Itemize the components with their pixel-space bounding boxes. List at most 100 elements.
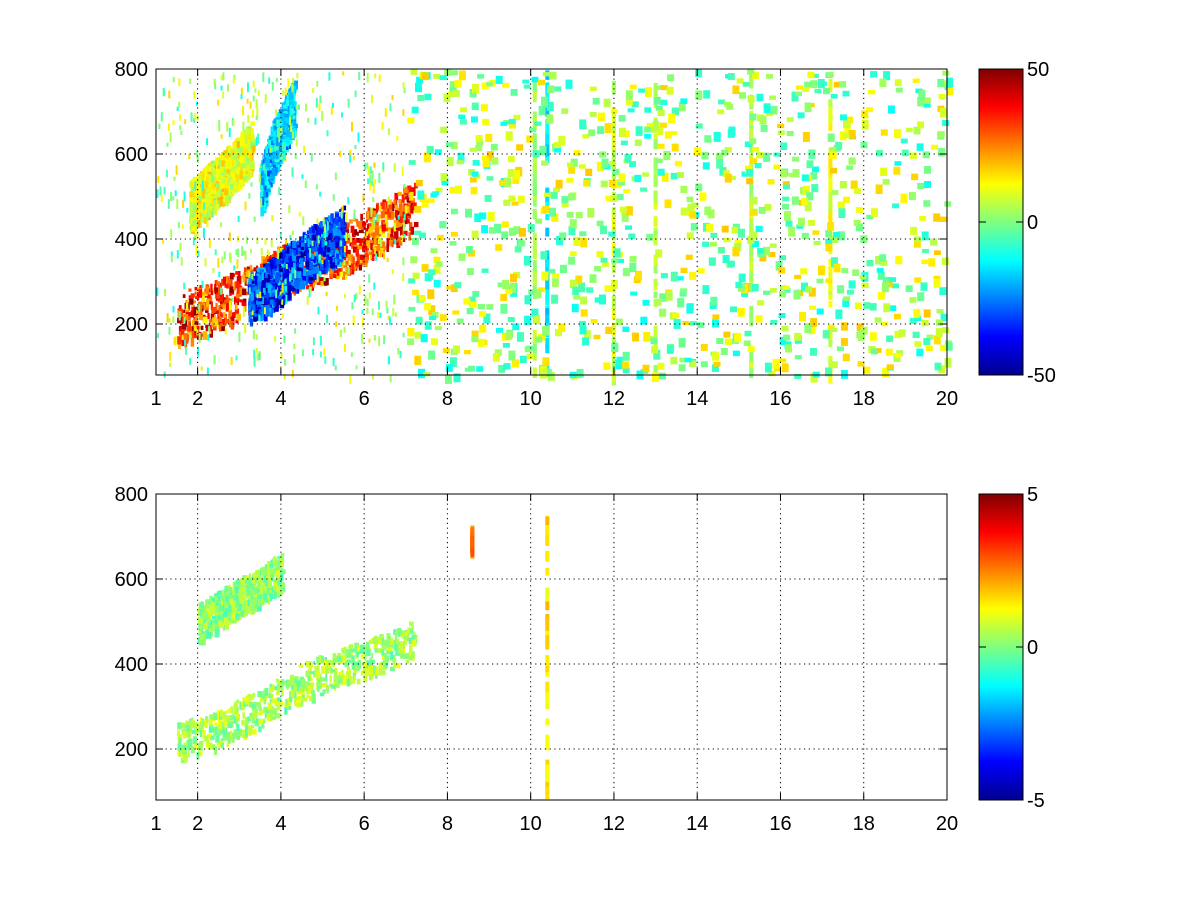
heatmap-cell bbox=[337, 228, 341, 236]
heatmap-noise-cell bbox=[695, 69, 703, 78]
heatmap-noise-cell bbox=[266, 249, 269, 255]
heatmap-noise-cell bbox=[196, 230, 199, 240]
heatmap-noise-cell bbox=[769, 287, 777, 293]
heatmap-noise-cell bbox=[801, 282, 808, 292]
heatmap-noise-cell bbox=[569, 219, 577, 229]
heatmap-cell bbox=[264, 185, 267, 195]
heatmap-noise-cell bbox=[236, 259, 239, 269]
heatmap-noise-cell bbox=[241, 246, 244, 256]
heatmap-cell bbox=[251, 145, 256, 153]
heatmap-noise-cell bbox=[580, 296, 588, 305]
heatmap-noise-cell bbox=[658, 372, 666, 380]
heatmap-noise-cell bbox=[773, 164, 781, 170]
heatmap-cell bbox=[194, 188, 199, 196]
heatmap-noise-cell bbox=[319, 271, 322, 278]
heatmap-cell bbox=[224, 156, 227, 165]
heatmap-cell bbox=[230, 174, 234, 181]
heatmap-noise-cell bbox=[280, 353, 283, 359]
heatmap-noise-cell bbox=[350, 352, 353, 357]
heatmap-noise-cell bbox=[214, 249, 217, 256]
heatmap-noise-cell bbox=[526, 353, 534, 359]
heatmap-noise-cell bbox=[332, 357, 335, 367]
heatmap-cell bbox=[216, 175, 219, 182]
heatmap-noise-cell bbox=[547, 85, 555, 93]
heatmap-noise-cell bbox=[292, 230, 294, 236]
heatmap-noise-cell bbox=[853, 219, 861, 227]
heatmap-noise-cell bbox=[293, 343, 296, 350]
heatmap-noise-cell bbox=[251, 310, 254, 316]
heatmap-noise-cell bbox=[281, 282, 284, 293]
heatmap-noise-cell bbox=[384, 108, 387, 117]
heatmap-cell bbox=[381, 233, 386, 238]
heatmap-noise-cell bbox=[880, 167, 888, 177]
heatmap-cell bbox=[280, 121, 284, 130]
heatmap-cell bbox=[258, 297, 263, 302]
heatmap-cell bbox=[270, 260, 274, 270]
heatmap-cell bbox=[372, 210, 377, 218]
heatmap-cell bbox=[185, 339, 189, 344]
heatmap-noise-cell bbox=[875, 150, 883, 157]
heatmap-cell bbox=[208, 319, 211, 324]
heatmap-cell bbox=[318, 247, 323, 254]
heatmap-cell bbox=[264, 298, 268, 303]
heatmap-cell bbox=[197, 187, 202, 195]
heatmap-noise-cell bbox=[240, 87, 243, 95]
heatmap-cell bbox=[288, 91, 293, 100]
heatmap-cell bbox=[411, 187, 416, 196]
heatmap-noise-cell bbox=[579, 119, 587, 130]
heatmap-noise-cell bbox=[652, 121, 660, 130]
heatmap-column-cell bbox=[545, 344, 550, 354]
heatmap-cell bbox=[260, 301, 266, 310]
heatmap-noise-cell bbox=[372, 183, 375, 194]
heatmap-cell bbox=[366, 233, 370, 243]
heatmap-cell bbox=[285, 99, 289, 107]
heatmap-column-cell bbox=[653, 338, 658, 350]
heatmap-cell bbox=[235, 271, 239, 275]
heatmap-noise-cell bbox=[783, 184, 790, 190]
heatmap-cell bbox=[262, 287, 266, 295]
heatmap-noise-cell bbox=[362, 193, 365, 202]
heatmap-noise-cell bbox=[207, 334, 210, 341]
heatmap-cell bbox=[232, 183, 237, 190]
heatmap-noise-cell bbox=[256, 353, 259, 361]
heatmap-cell bbox=[352, 239, 357, 245]
heatmap-noise-cell bbox=[306, 296, 309, 305]
heatmap-noise-cell bbox=[640, 316, 648, 325]
heatmap-noise-cell bbox=[930, 238, 938, 246]
heatmap-noise-cell bbox=[226, 173, 229, 180]
heatmap-cell bbox=[214, 320, 218, 326]
heatmap-cell bbox=[350, 254, 354, 263]
heatmap-noise-cell bbox=[860, 326, 868, 335]
heatmap-noise-cell bbox=[629, 84, 637, 89]
heatmap-noise-cell bbox=[192, 237, 195, 246]
heatmap-noise-cell bbox=[513, 114, 521, 120]
heatmap-noise-cell bbox=[157, 333, 160, 338]
heatmap-cell bbox=[327, 237, 333, 242]
heatmap-noise-cell bbox=[172, 196, 175, 201]
heatmap-cell bbox=[351, 233, 356, 238]
heatmap-noise-cell bbox=[861, 120, 869, 130]
heatmap-cell bbox=[224, 299, 228, 303]
heatmap-column-cell bbox=[653, 278, 658, 286]
heatmap-noise-cell bbox=[418, 368, 425, 379]
heatmap-noise-cell bbox=[259, 291, 262, 299]
heatmap-cell bbox=[395, 223, 399, 229]
heatmap-noise-cell bbox=[657, 362, 665, 370]
heatmap-noise-cell bbox=[244, 250, 247, 261]
heatmap-noise-cell bbox=[432, 191, 440, 196]
heatmap-noise-cell bbox=[424, 273, 432, 282]
heatmap-noise-cell bbox=[476, 139, 484, 146]
heatmap-noise-cell bbox=[423, 152, 431, 163]
heatmap-noise-cell bbox=[431, 311, 439, 319]
heatmap-cell bbox=[198, 192, 202, 199]
heatmap-cell bbox=[250, 292, 254, 301]
heatmap-noise-cell bbox=[632, 332, 639, 342]
heatmap-noise-cell bbox=[535, 218, 543, 224]
heatmap-cell bbox=[291, 129, 297, 135]
heatmap-cell bbox=[204, 305, 209, 311]
heatmap-noise-cell bbox=[759, 115, 767, 125]
heatmap-column-cell bbox=[611, 370, 616, 383]
heatmap-noise-cell bbox=[635, 126, 643, 136]
heatmap-noise-cell bbox=[393, 294, 396, 305]
heatmap-noise-cell bbox=[676, 276, 684, 281]
